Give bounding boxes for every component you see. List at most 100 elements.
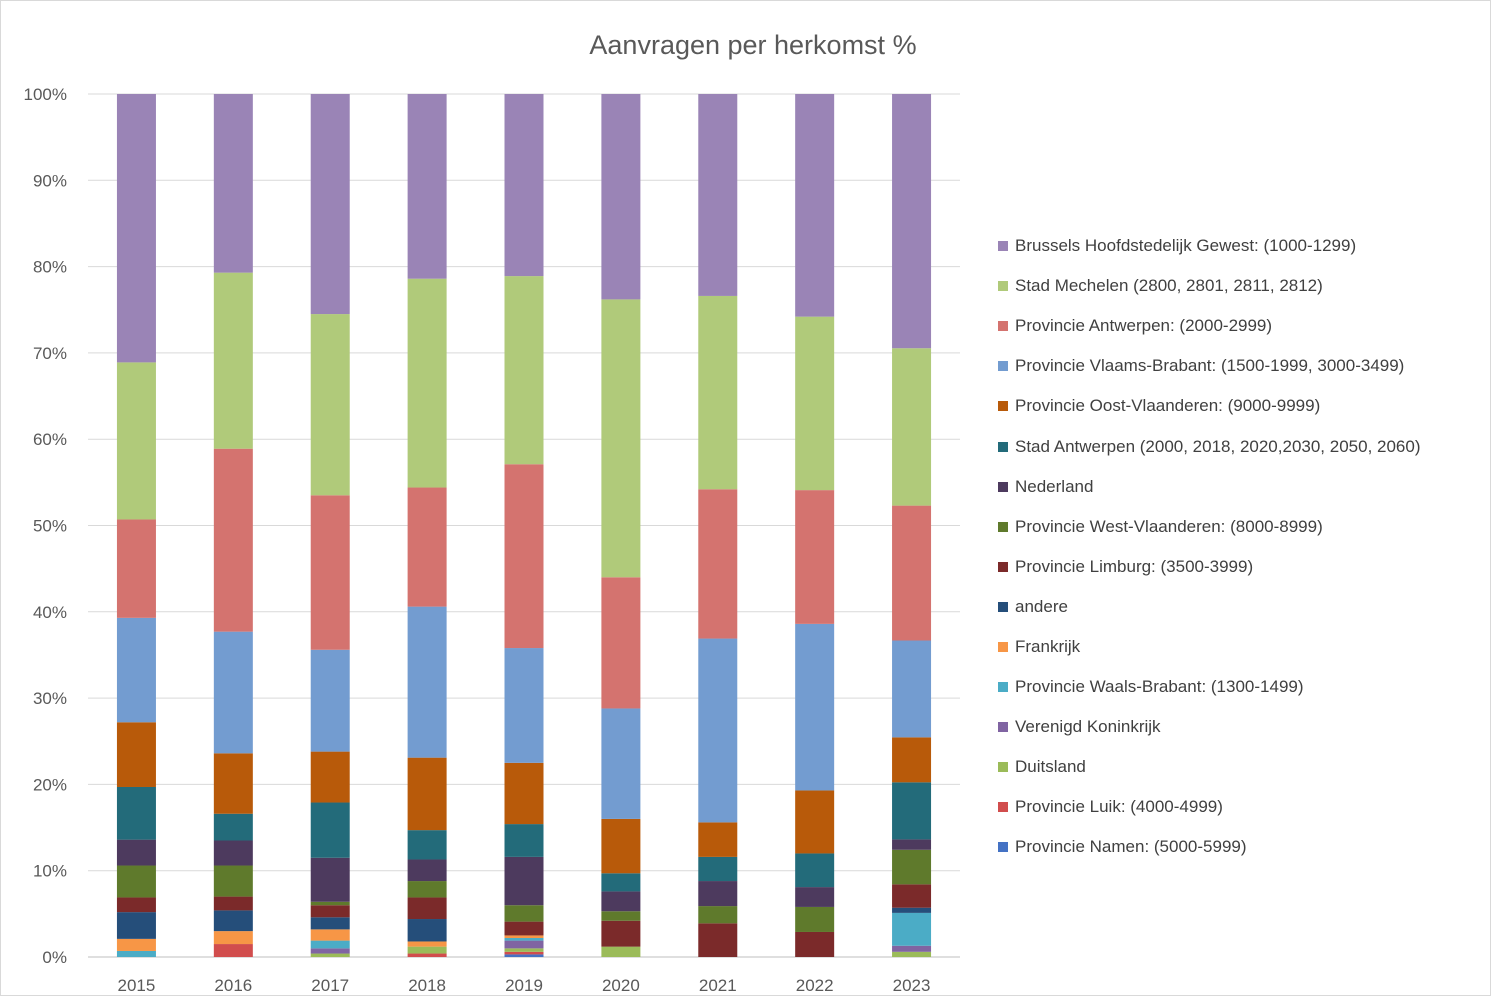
bar-segment [310,314,350,496]
x-tick-label: 2019 [505,976,543,995]
bar-segment [601,708,641,819]
bar-stack-2022 [795,94,835,957]
bar-segment [504,905,544,922]
bar-segment [407,94,447,279]
legend-swatch [998,641,1008,652]
bar-segment [698,856,738,882]
legend-swatch [998,241,1008,252]
legend-item: Brussels Hoofdstedelijk Gewest: (1000-12… [998,226,1488,266]
legend-label: Duitsland [1015,757,1086,777]
bar-segment [892,348,932,506]
x-axis-tick-labels: 2015 2016 2017 2018 2019 2020 2021 2022 2023 [118,976,931,995]
bar-stack-2023 [892,94,932,957]
bar-segment [407,941,447,947]
bar-segment [407,897,447,920]
y-tick-label: 0% [42,948,67,967]
bar-segment [795,906,835,932]
legend-swatch [998,441,1008,452]
bar-segment [601,946,641,957]
bar-segment [795,887,835,907]
bar-segment [892,839,932,850]
bar-segment [407,919,447,942]
bar-segment [504,948,544,952]
bar-segment [698,923,738,957]
bar-segment [310,857,350,902]
legend-swatch [998,561,1008,572]
legend-label: Verenigd Koninkrijk [1015,717,1161,737]
x-tick-label: 2021 [699,976,737,995]
bar-segment [601,94,641,300]
bar-segment [698,881,738,907]
bar-segment [116,617,156,723]
x-tick-label: 2015 [118,976,156,995]
legend-item: Frankrijk [998,627,1488,667]
legend-label: andere [1015,596,1068,616]
bar-segment [213,910,253,932]
x-tick-label: 2018 [408,976,446,995]
bar-stack-2018 [407,94,447,957]
bar-segment [116,839,156,866]
bar-segment [601,577,641,709]
legend-label: Provincie Namen: (5000-5999) [1015,837,1247,857]
legend-swatch [998,321,1008,332]
bar-segment [310,901,350,906]
x-tick-label: 2022 [796,976,834,995]
bar-segment [504,464,544,649]
bar-segment [892,782,932,840]
bar-segment [795,931,835,957]
bar-segment [601,911,641,921]
legend-item: Provincie Luik: (4000-4999) [998,787,1488,827]
bar-segment [601,818,641,874]
legend-label: Provincie Limburg: (3500-3999) [1015,556,1254,576]
bar-segment [698,822,738,857]
legend-item: Provincie Waals-Brabant: (1300-1499) [998,667,1488,707]
bar-segment [213,944,253,957]
bar-segment [601,873,641,892]
bar-segment [213,840,253,866]
bar-segment [698,489,738,639]
legend-item: Nederland [998,467,1488,507]
legend-label: Provincie Luik: (4000-4999) [1015,797,1223,817]
bar-segment [795,623,835,791]
legend-item: Provincie Limburg: (3500-3999) [998,547,1488,587]
bar-stack-2017 [310,94,350,957]
legend-item: Verenigd Koninkrijk [998,707,1488,747]
bar-stack-2016 [213,94,253,957]
bar-stack-2015 [116,94,156,957]
bar-stack-2021 [698,94,738,957]
legend-label: Stad Mechelen (2800, 2801, 2811, 2812) [1015,276,1323,296]
legend-swatch [998,802,1008,813]
legend: Brussels Hoofdstedelijk Gewest: (1000-12… [998,226,1488,868]
bar-segment [407,946,447,954]
bar-segment [310,751,350,803]
legend-swatch [998,682,1008,693]
bar-segment [601,299,641,578]
legend-swatch [998,762,1008,773]
legend-swatch [998,481,1008,492]
bar-segment [407,881,447,898]
bar-stacks [116,94,932,957]
bar-segment [310,940,350,949]
legend-label: Provincie West-Vlaanderen: (8000-8999) [1015,516,1323,536]
bar-segment [116,722,156,787]
bar-segment [213,753,253,814]
bar-segment [504,94,544,277]
bar-segment [601,891,641,912]
bar-segment [116,950,156,957]
legend-swatch [998,842,1008,853]
bar-segment [310,94,350,315]
x-tick-label: 2020 [602,976,640,995]
bar-segment [310,953,350,957]
bar-segment [504,951,544,955]
bar-segment [407,487,447,607]
bar-stack-2020 [601,94,641,957]
bar-segment [504,276,544,465]
y-tick-label: 40% [33,603,67,622]
x-tick-label: 2023 [893,976,931,995]
bar-segment [892,884,932,908]
y-axis-tick-labels: 0% 10% 20% 30% 40% 50% 60% 70% 80% 90% 100% [24,85,67,967]
bar-segment [407,859,447,882]
legend-swatch [998,722,1008,733]
y-tick-label: 50% [33,517,67,536]
x-tick-label: 2016 [214,976,252,995]
